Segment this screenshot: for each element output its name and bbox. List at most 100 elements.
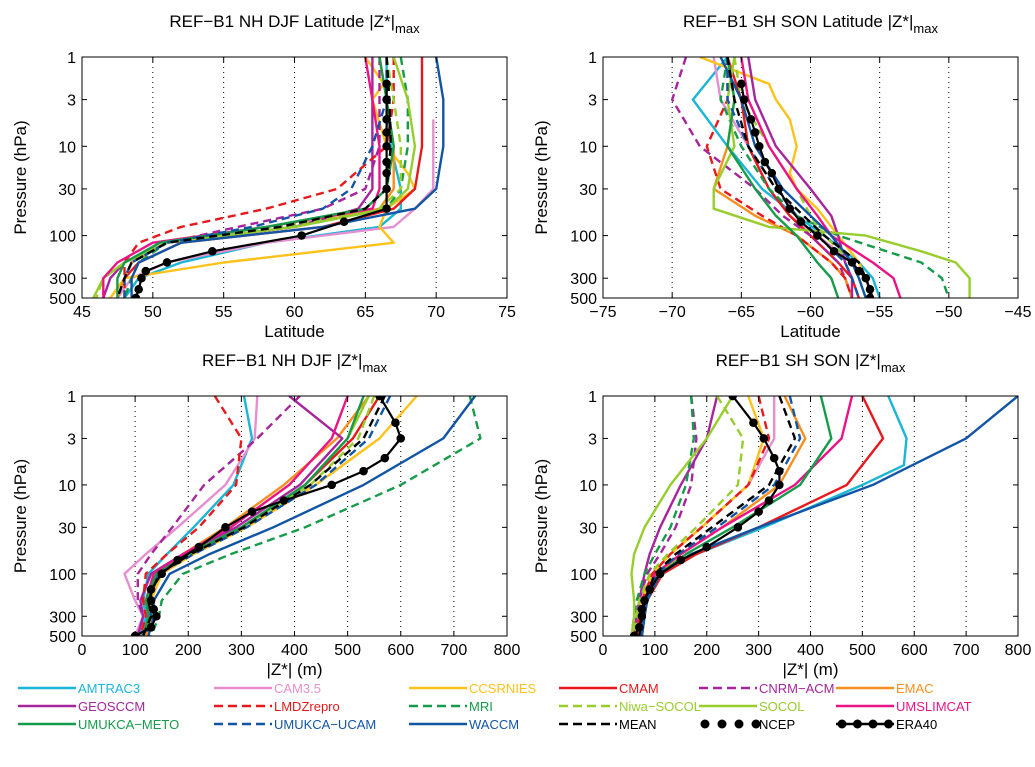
- series-line-cnrm-acm: [671, 57, 854, 298]
- legend-entry-umukca-meto: UMUKCA−METO: [18, 717, 179, 732]
- legend-label: CCSRNIES: [469, 681, 537, 696]
- x-tick-label: 800: [494, 642, 521, 659]
- x-tick-label: 75: [498, 304, 516, 321]
- data-point-era40: [655, 569, 665, 579]
- legend-entry-emac: EMAC: [836, 681, 934, 696]
- series-line-waccm: [147, 396, 477, 636]
- y-tick-label: 1: [67, 50, 76, 67]
- panel-2: −75 −70 −65 −60 −55 −50 −45 1 3 10 30 100 300 500 REF−…: [532, 12, 1032, 341]
- series-line-socol: [92, 57, 417, 298]
- legend-label: SOCOL: [759, 699, 805, 714]
- y-tick-label: 10: [58, 478, 76, 495]
- legend-entry-amtrac3: AMTRAC3: [18, 681, 140, 696]
- series-line-umukca-ucam: [123, 57, 388, 298]
- legend-label: CAM3.5: [274, 681, 321, 696]
- data-point-era40: [162, 258, 172, 267]
- data-point-era40: [382, 184, 391, 194]
- y-tick-label: 500: [570, 629, 597, 646]
- series-line-umukca-ucam: [144, 396, 392, 636]
- x-tick-label: 700: [953, 642, 980, 659]
- legend-label: NCEP: [759, 717, 795, 732]
- series-line-umslimcat: [740, 57, 902, 298]
- series-line-amtrac3: [139, 396, 254, 636]
- data-point-era40: [737, 79, 746, 89]
- x-tick-label: 500: [334, 642, 361, 659]
- y-tick-label: 300: [49, 609, 76, 626]
- series-line-umslimcat: [102, 57, 381, 298]
- x-tick-label: 500: [849, 642, 876, 659]
- legend-label: CNRM−ACM: [759, 681, 834, 696]
- x-tick-label: 300: [745, 642, 772, 659]
- data-point-era40: [157, 569, 166, 579]
- data-point-era40: [767, 168, 776, 178]
- legend-marker: [700, 719, 710, 729]
- data-point-era40: [131, 293, 141, 298]
- data-point-era40: [865, 285, 875, 294]
- series-line-mri: [149, 396, 482, 636]
- series-line-ccsrnies: [144, 396, 418, 636]
- x-tick-label: 400: [281, 642, 308, 659]
- legend-entry-niwa-socol: Niwa−SOCOL: [559, 699, 701, 714]
- data-point-era40: [208, 247, 217, 256]
- data-point-era40: [861, 273, 871, 283]
- data-point-era40: [382, 95, 391, 104]
- x-axis-label: Latitude: [780, 322, 841, 341]
- y-tick-label: 30: [579, 520, 597, 537]
- data-point-era40: [829, 247, 839, 256]
- data-point-era40: [750, 128, 760, 137]
- y-tick-label: 100: [570, 567, 597, 584]
- x-tick-label: 200: [693, 642, 720, 659]
- data-point-era40: [769, 453, 779, 463]
- y-tick-label: 3: [588, 431, 597, 448]
- legend-entry-geosccm: GEOSCCM: [18, 699, 145, 714]
- y-axis-label: Pressure (hPa): [532, 120, 551, 234]
- series-group: [671, 57, 971, 298]
- x-tick-label: 800: [1005, 642, 1032, 659]
- data-point-era40: [297, 231, 306, 240]
- data-point-era40: [764, 496, 774, 505]
- y-tick-label: 1: [588, 389, 597, 406]
- legend-marker: [837, 719, 847, 729]
- y-tick-label: 500: [49, 291, 76, 308]
- legend-label: MRI: [469, 699, 493, 714]
- x-axis-label: Latitude: [264, 322, 325, 341]
- y-tick-label: 300: [49, 271, 76, 288]
- x-tick-label: 70: [427, 304, 445, 321]
- data-point-era40: [359, 466, 368, 476]
- series-line-ccsrnies: [635, 396, 765, 636]
- legend-label: LMDZrepro: [274, 699, 340, 714]
- series-line-geosccm: [747, 57, 854, 298]
- series-line-niwa-socol: [95, 57, 402, 298]
- data-point-era40: [645, 585, 654, 594]
- data-point-era40: [146, 623, 156, 632]
- data-point-era40: [733, 523, 743, 532]
- data-point-era40: [774, 184, 783, 194]
- data-point-era40: [382, 204, 391, 213]
- legend-entry-socol: SOCOL: [699, 699, 805, 714]
- series-line-socol: [630, 396, 734, 636]
- x-tick-label: 45: [73, 304, 91, 321]
- panel-3: 0 100 200 300 400 500 600 700 800 1 3 10 30 100 300 500…: [11, 351, 520, 679]
- legend-label: UMUKCA−METO: [78, 717, 179, 732]
- data-point-era40: [327, 480, 336, 490]
- data-point-era40: [279, 496, 289, 505]
- legend-label: EMAC: [896, 681, 934, 696]
- legend-marker: [751, 719, 761, 729]
- data-point-era40: [635, 623, 644, 632]
- x-tick-label: 700: [441, 642, 468, 659]
- y-tick-label: 30: [579, 182, 597, 199]
- data-point-era40: [813, 231, 822, 240]
- series-line-socol: [712, 57, 971, 298]
- series-group: [123, 396, 482, 636]
- y-tick-label: 10: [579, 139, 597, 156]
- series-line-cnrm-acm: [116, 57, 381, 298]
- legend-marker: [717, 719, 727, 729]
- data-point-era40: [854, 266, 864, 276]
- x-tick-label: 60: [286, 304, 304, 321]
- data-point-era40: [221, 523, 230, 532]
- x-tick-label: 300: [228, 642, 255, 659]
- legend-marker: [734, 719, 744, 729]
- series-line-umukca-ucam: [638, 396, 802, 636]
- y-axis-label: Pressure (hPa): [11, 459, 30, 573]
- data-point-era40: [134, 285, 143, 294]
